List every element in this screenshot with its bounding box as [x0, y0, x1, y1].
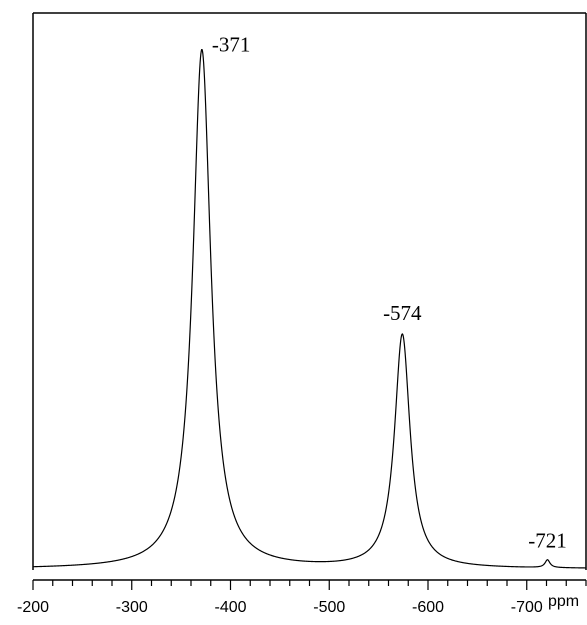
peak-labels: -371 -574 -721 — [212, 32, 567, 552]
x-axis-ticks — [32, 580, 587, 590]
x-tick-label: -600 — [412, 599, 444, 616]
peak-label: -574 — [383, 301, 422, 325]
x-tick-label: -300 — [116, 599, 148, 616]
x-axis-unit-label: ppm — [548, 593, 579, 610]
x-axis-tick-labels: -200 -300 -400 -500 -600 -700 — [17, 599, 543, 616]
peak-label: -721 — [528, 529, 567, 553]
peak-label: -371 — [212, 32, 251, 56]
x-tick-label: -500 — [313, 599, 345, 616]
x-tick-label: -200 — [17, 599, 49, 616]
spectrum-line — [32, 49, 586, 569]
x-tick-label: -700 — [511, 599, 543, 616]
plot-frame — [32, 12, 587, 570]
x-tick-label: -400 — [214, 599, 246, 616]
